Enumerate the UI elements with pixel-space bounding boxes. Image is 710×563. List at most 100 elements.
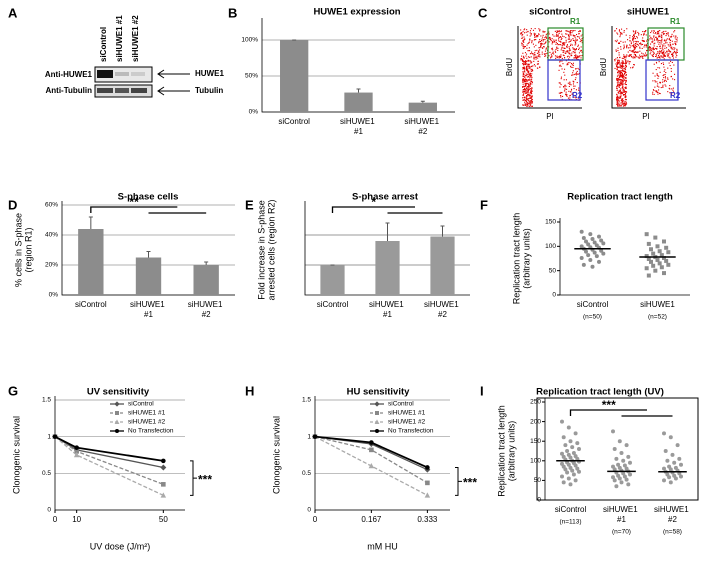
y-tick-label: 0.5 xyxy=(302,470,311,477)
y-axis-label: Clonogenic survival xyxy=(11,416,21,494)
marker xyxy=(575,441,580,446)
event-dot xyxy=(663,43,665,45)
event-dot xyxy=(663,70,665,72)
marker xyxy=(573,478,578,483)
event-dot xyxy=(525,55,527,57)
event-dot xyxy=(622,91,624,93)
x-tick-label: siControl xyxy=(577,300,609,309)
marker xyxy=(599,248,604,253)
event-dot xyxy=(563,51,565,53)
event-dot xyxy=(528,65,530,67)
event-dot xyxy=(664,45,666,47)
event-dot xyxy=(522,52,524,54)
event-dot xyxy=(563,90,565,92)
event-dot xyxy=(560,40,562,42)
event-dot xyxy=(664,84,666,86)
event-dot xyxy=(655,69,657,71)
event-dot xyxy=(633,43,635,45)
event-dot xyxy=(622,89,624,91)
event-dot xyxy=(563,42,565,44)
event-dot xyxy=(616,93,618,95)
event-dot xyxy=(655,36,657,38)
event-dot xyxy=(671,88,673,90)
event-dot xyxy=(659,57,661,59)
event-dot xyxy=(527,30,529,32)
event-dot xyxy=(622,83,624,85)
event-dot xyxy=(560,65,562,67)
event-dot xyxy=(526,101,528,103)
event-dot xyxy=(634,38,636,40)
event-dot xyxy=(566,51,568,53)
marker xyxy=(568,439,573,444)
event-dot xyxy=(524,103,526,105)
event-dot xyxy=(558,39,560,41)
event-dot xyxy=(524,32,526,34)
event-dot xyxy=(523,79,525,81)
plot-title: siHUWE1 xyxy=(627,7,670,18)
y-axis-label: (arbitrary units) xyxy=(506,421,516,482)
event-dot xyxy=(524,62,526,64)
event-dot xyxy=(523,55,525,57)
event-dot xyxy=(619,95,621,97)
event-dot xyxy=(619,75,621,77)
event-dot xyxy=(624,41,626,43)
event-dot xyxy=(614,67,616,69)
event-dot xyxy=(560,92,562,94)
event-dot xyxy=(658,33,660,35)
event-dot xyxy=(531,78,533,80)
event-dot xyxy=(526,104,528,106)
marker xyxy=(646,241,651,246)
event-dot xyxy=(565,79,567,81)
event-dot xyxy=(523,39,525,41)
y-tick-label: 60% xyxy=(45,202,58,209)
event-dot xyxy=(626,28,628,30)
event-dot xyxy=(578,31,580,33)
event-dot xyxy=(523,66,525,68)
event-dot xyxy=(623,94,625,96)
event-dot xyxy=(537,35,539,37)
event-dot xyxy=(558,92,560,94)
event-dot xyxy=(620,40,622,42)
marker xyxy=(568,455,573,460)
marker xyxy=(579,229,584,234)
event-dot xyxy=(663,33,665,35)
event-dot xyxy=(624,72,626,74)
event-dot xyxy=(551,41,553,43)
axis-label: PI xyxy=(546,112,554,121)
event-dot xyxy=(530,88,532,90)
event-dot xyxy=(620,71,622,73)
marker xyxy=(563,443,568,448)
event-dot xyxy=(625,80,627,82)
significance-label: ** xyxy=(129,195,139,209)
event-dot xyxy=(534,50,536,52)
event-dot xyxy=(642,55,644,57)
event-dot xyxy=(668,38,670,40)
event-dot xyxy=(563,42,565,44)
event-dot xyxy=(616,67,618,69)
event-dot xyxy=(650,43,652,45)
event-dot xyxy=(661,56,663,58)
event-dot xyxy=(530,28,532,30)
event-dot xyxy=(620,97,622,99)
event-dot xyxy=(622,84,624,86)
y-tick-label: 100 xyxy=(545,243,556,250)
event-dot xyxy=(623,46,625,48)
event-dot xyxy=(560,31,562,33)
event-dot xyxy=(531,40,533,42)
event-dot xyxy=(622,76,624,78)
event-dot xyxy=(664,76,666,78)
event-dot xyxy=(673,52,675,54)
event-dot xyxy=(623,57,625,59)
event-dot xyxy=(546,52,548,54)
row-label: Anti-Tubulin xyxy=(46,86,93,95)
marker xyxy=(624,477,629,482)
event-dot xyxy=(616,87,618,89)
event-dot xyxy=(656,33,658,35)
event-dot xyxy=(526,73,528,75)
marker xyxy=(565,470,570,475)
event-dot xyxy=(666,47,668,49)
event-dot xyxy=(528,76,530,78)
event-dot xyxy=(624,103,626,105)
event-dot xyxy=(528,94,530,96)
event-dot xyxy=(625,60,627,62)
